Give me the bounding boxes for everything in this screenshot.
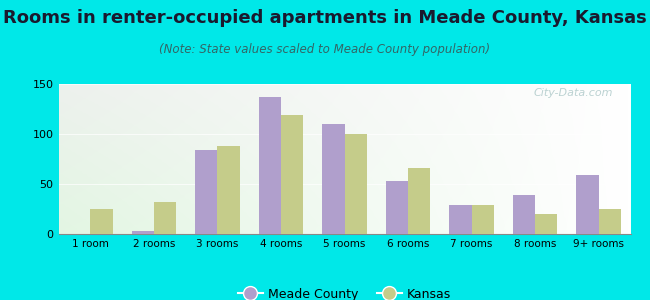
Bar (154, 202, 176, 234)
Text: (Note: State values scaled to Meade County population): (Note: State values scaled to Meade Coun… (159, 44, 491, 56)
Bar (449, 205, 472, 234)
Bar (281, 115, 303, 234)
Bar (195, 150, 217, 234)
Bar (131, 231, 154, 234)
Bar (513, 195, 535, 234)
Bar (344, 134, 367, 234)
Bar (408, 168, 430, 234)
Bar (472, 205, 494, 234)
Bar (386, 181, 408, 234)
Text: City-Data.com: City-Data.com (534, 88, 614, 98)
Legend: Meade County, Kansas: Meade County, Kansas (233, 283, 456, 300)
Bar (259, 97, 281, 234)
Bar (90, 209, 112, 234)
Bar (599, 209, 621, 234)
Text: Rooms in renter-occupied apartments in Meade County, Kansas: Rooms in renter-occupied apartments in M… (3, 9, 647, 27)
Bar (322, 124, 344, 234)
Bar (217, 146, 240, 234)
Bar (535, 214, 558, 234)
Bar (577, 175, 599, 234)
